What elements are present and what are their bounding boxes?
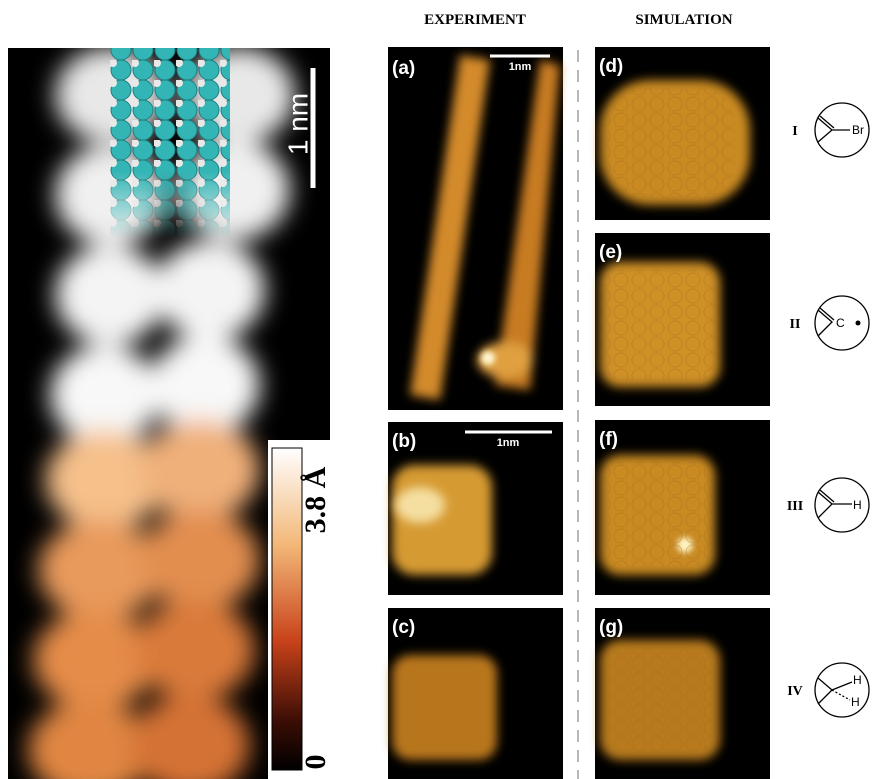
panel-label: (e) <box>599 242 622 263</box>
panel: (c) <box>388 608 563 779</box>
atom: Br <box>852 123 864 137</box>
panel-label: (a) <box>392 58 415 79</box>
numeral: III <box>787 499 803 514</box>
colorbar-max: 3.8 Å <box>299 466 332 533</box>
panel-label: (f) <box>599 429 618 450</box>
panel-label: (b) <box>392 431 416 452</box>
structure-icons <box>815 103 869 717</box>
scale-label: 1 nm <box>282 93 313 155</box>
numeral: I <box>792 124 797 139</box>
colorbar-min: 0 <box>299 755 332 770</box>
panel: (e) <box>595 233 770 406</box>
header: SIMULATION <box>635 12 732 28</box>
panel: (g) <box>595 608 770 779</box>
stm-image <box>8 47 330 779</box>
atom: H <box>853 673 862 687</box>
atom: H <box>851 695 860 709</box>
panel-label: (c) <box>392 617 415 638</box>
scale-label: 1nm <box>509 61 532 73</box>
atom: C <box>836 316 845 330</box>
radical-dot <box>856 321 861 326</box>
panel-label: (g) <box>599 617 623 638</box>
panel: (d) <box>595 47 770 220</box>
scale-label: 1nm <box>497 437 520 449</box>
panel: 1nm (a) <box>388 47 563 410</box>
colorbar <box>272 448 302 770</box>
figure: EXPERIMENT SIMULATION 1 nm 3.8 Å 0 1nm (… <box>0 0 879 779</box>
panel: (f) <box>595 420 770 595</box>
molecular-model <box>110 48 230 238</box>
numeral: II <box>790 317 801 332</box>
numeral: IV <box>787 684 803 699</box>
panel-label: (d) <box>599 56 623 77</box>
atom: H <box>853 498 862 512</box>
header: EXPERIMENT <box>424 12 526 28</box>
panel: 1nm (b) <box>388 422 563 595</box>
